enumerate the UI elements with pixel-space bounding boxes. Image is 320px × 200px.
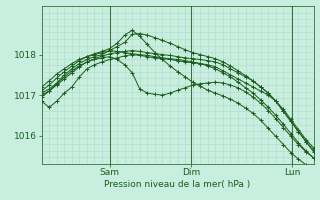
X-axis label: Pression niveau de la mer( hPa ): Pression niveau de la mer( hPa ) bbox=[104, 180, 251, 189]
